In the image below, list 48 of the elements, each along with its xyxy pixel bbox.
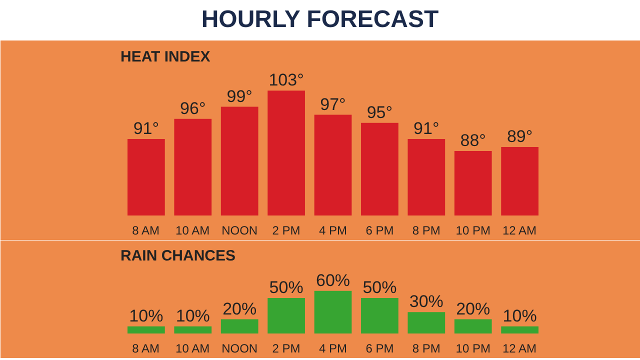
x-tick-label: NOON — [222, 342, 258, 356]
bar — [314, 290, 352, 334]
x-tick-label: 10 PM — [456, 342, 490, 356]
data-label: 10% — [176, 306, 210, 326]
x-tick-label: 8 AM — [132, 224, 160, 238]
data-label: 20% — [456, 299, 490, 318]
data-label: 97° — [320, 94, 346, 114]
data-label: 103° — [268, 70, 304, 90]
x-tick-label: 10 AM — [176, 224, 210, 238]
bar — [361, 298, 398, 334]
x-tick-label: 4 PM — [318, 224, 348, 238]
x-tick-label: 12 AM — [502, 342, 537, 356]
chart-subtitle: HEAT INDEX — [120, 48, 210, 66]
bar — [174, 326, 212, 334]
bar — [268, 298, 305, 334]
data-label: 96° — [180, 98, 206, 118]
bar — [501, 326, 538, 334]
x-tick-label: 2 PM — [272, 224, 300, 238]
x-tick-label: 6 PM — [366, 224, 394, 238]
x-tick-label: 10 PM — [456, 224, 490, 238]
x-tick-label: NOON — [222, 224, 258, 238]
x-tick-label: 2 PM — [272, 342, 300, 356]
x-tick-label: 12 AM — [502, 224, 537, 238]
data-label: 99° — [226, 86, 252, 106]
data-label: 50% — [269, 278, 304, 297]
x-tick-label: 6 PM — [366, 342, 394, 356]
data-label: 50% — [362, 278, 397, 297]
data-label: 10% — [129, 306, 164, 326]
data-label: 91° — [133, 118, 160, 138]
data-label: 60% — [316, 270, 350, 290]
chart-title: HOURLY FORECAST — [201, 5, 439, 35]
data-label: 89° — [506, 127, 533, 146]
data-label: 95° — [366, 102, 393, 122]
x-tick-label: 4 PM — [318, 342, 348, 356]
x-tick-label: 8 PM — [412, 342, 440, 356]
bar — [454, 319, 492, 334]
bar — [128, 326, 165, 334]
data-label: 91° — [414, 118, 440, 138]
data-label: 20% — [222, 299, 257, 318]
x-tick-label: 10 AM — [176, 342, 210, 356]
bar — [220, 319, 258, 334]
x-tick-label: 8 AM — [132, 342, 160, 356]
chart-title: RAIN CHANCES — [120, 248, 236, 264]
data-label: 88° — [460, 131, 486, 150]
bar — [408, 312, 446, 334]
x-tick-label: 8 PM — [412, 224, 440, 238]
data-label: 10% — [502, 306, 537, 326]
data-label: 30% — [409, 292, 444, 312]
